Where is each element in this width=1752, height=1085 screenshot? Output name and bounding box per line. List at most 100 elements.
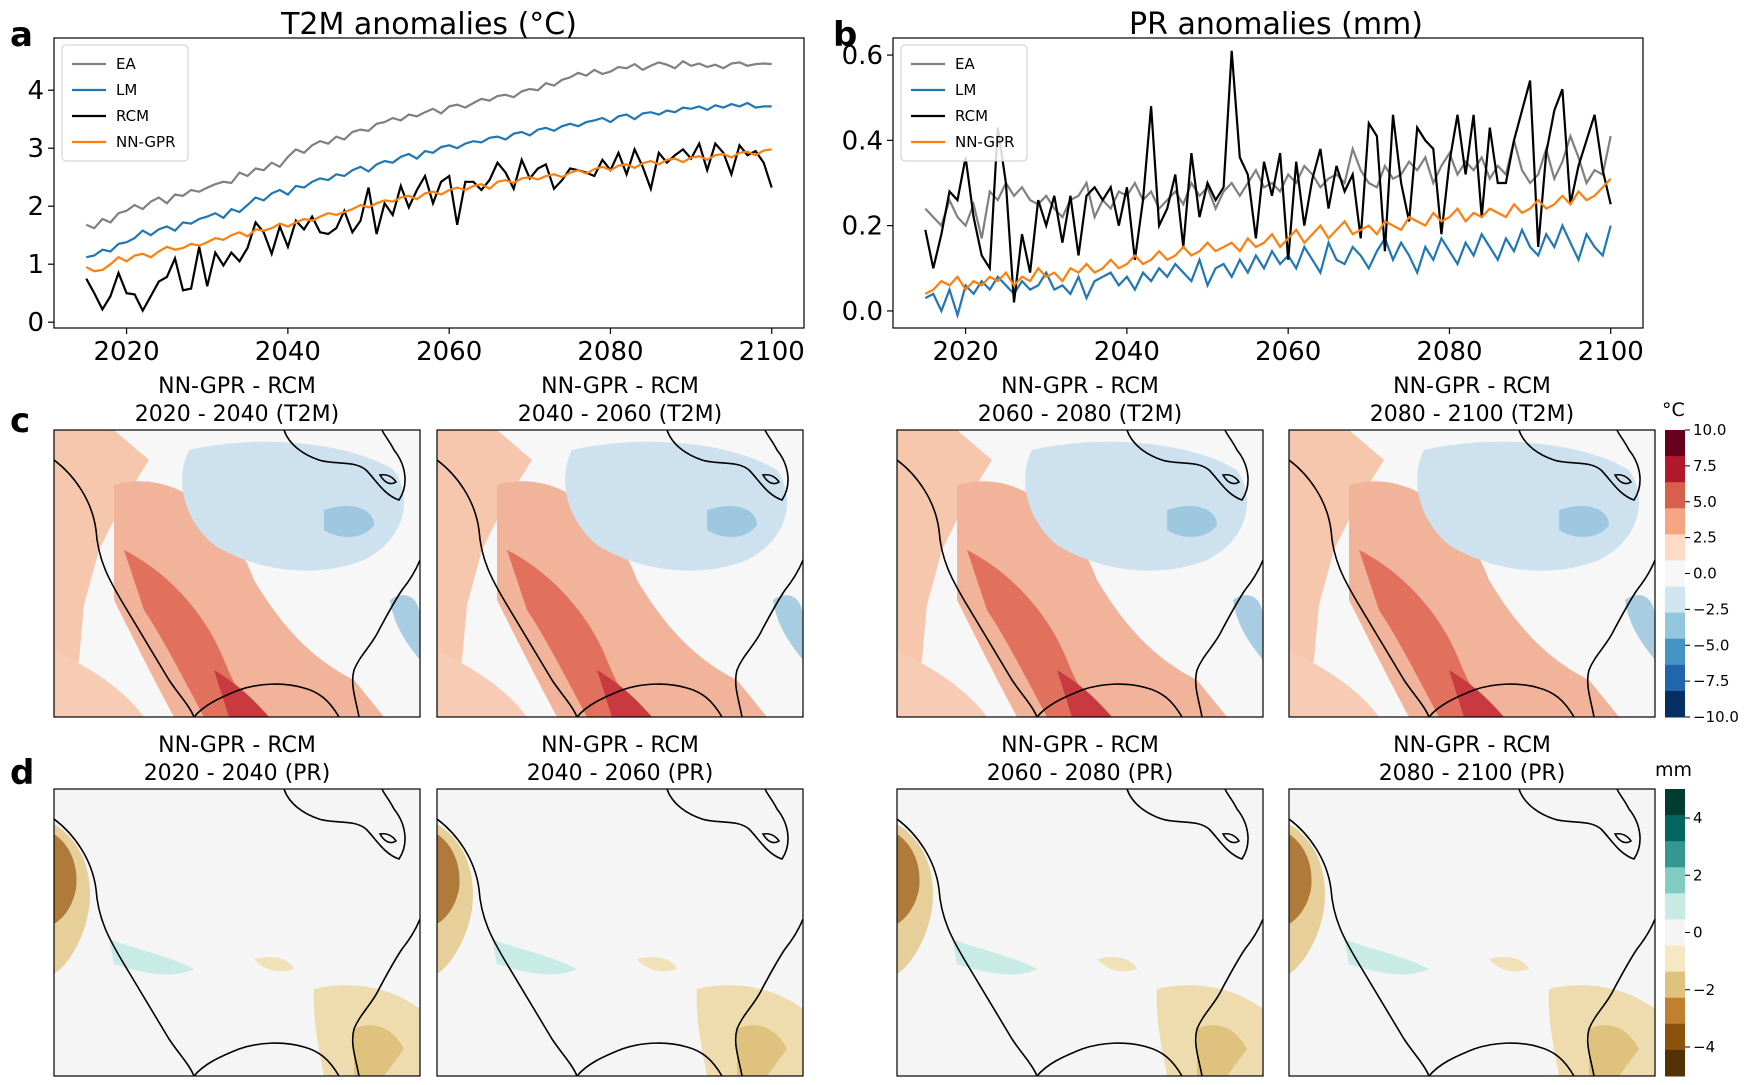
legend-box	[900, 44, 1028, 162]
colorbar-tick-label: 0.0	[1693, 565, 1717, 583]
colorbar-swatch	[1665, 560, 1685, 588]
colorbar-tick-label: −5.0	[1693, 636, 1729, 654]
series-line-lm	[924, 222, 1612, 320]
y-tick-label: 0	[27, 308, 44, 338]
panel-label-b: b	[833, 15, 857, 55]
map-title-line2: 2040 - 2060 (T2M)	[518, 402, 722, 427]
map-title-line1: NN-GPR - RCM	[158, 733, 316, 758]
x-tick-label: 2020	[932, 337, 998, 367]
x-tick-label: 2100	[1578, 337, 1644, 367]
y-tick-label: 2	[27, 192, 44, 222]
x-tick-label: 2100	[739, 337, 805, 367]
colorbar-tick-label: 7.5	[1693, 457, 1717, 475]
map-title-line2: 2040 - 2060 (PR)	[527, 761, 714, 786]
y-tick-label: 0.4	[842, 126, 883, 156]
y-tick-label: 0.0	[842, 297, 883, 327]
map-title-line2: 2020 - 2040 (T2M)	[135, 402, 339, 427]
legend-box	[61, 44, 189, 162]
series-line-nn-gpr	[85, 148, 772, 273]
panel-label-c: c	[10, 401, 30, 441]
map-title-line1: NN-GPR - RCM	[1393, 374, 1551, 399]
colorbar-tick-label: 2	[1693, 866, 1703, 884]
colorbar-swatch	[1665, 997, 1685, 1025]
colorbar-swatch	[1665, 482, 1685, 509]
colorbar-swatch	[1665, 789, 1685, 816]
legend-label-ea: EA	[955, 55, 975, 73]
series-line-lm	[86, 101, 772, 259]
map-title-line2: 2060 - 2080 (PR)	[987, 761, 1174, 786]
colorbar-tick-label: −2	[1693, 981, 1715, 999]
chart-pr-anomalies: b PR anomalies (mm) 2020 2040 2060 2080 2100…	[833, 7, 1644, 367]
colorbar-swatch	[1665, 971, 1685, 999]
chart-b-title: PR anomalies (mm)	[1129, 7, 1423, 42]
colorbar-tick-label: −10.0	[1693, 708, 1739, 726]
legend-label-nn-gpr: NN-GPR	[116, 133, 176, 151]
map-title-line1: NN-GPR - RCM	[1393, 733, 1551, 758]
colorbar-tick-label: 5.0	[1693, 493, 1717, 511]
colorbar-swatch	[1665, 1049, 1685, 1077]
x-tick-label: 2040	[255, 337, 321, 367]
x-tick-label: 2080	[1416, 337, 1482, 367]
colorbar-swatch	[1665, 815, 1685, 842]
map-pr-2080-2100: NN-GPR - RCM 2080 - 2100 (PR)	[1288, 733, 1656, 1077]
chart-a-frame	[53, 37, 805, 329]
series-line-rcm	[924, 50, 1612, 303]
map-title-line2: 2060 - 2080 (T2M)	[978, 402, 1182, 427]
y-tick-label: 3	[27, 134, 44, 164]
colorbar-swatch	[1665, 534, 1685, 561]
map-pr-2020-2040: NN-GPR - RCM 2020 - 2040 (PR)	[53, 733, 421, 1077]
map-pr-2040-2060: NN-GPR - RCM 2040 - 2060 (PR)	[436, 733, 804, 1077]
legend-label-lm: LM	[955, 81, 976, 99]
map-title-line1: NN-GPR - RCM	[1001, 733, 1159, 758]
chart-a-title: T2M anomalies (°C)	[280, 7, 577, 42]
colorbar-swatch	[1665, 456, 1685, 483]
colorbar-pr: mm 4 2 0 −2 −4	[1655, 759, 1715, 1077]
legend-label-nn-gpr: NN-GPR	[955, 133, 1015, 151]
x-tick-label: 2060	[416, 337, 482, 367]
panel-label-a: a	[10, 15, 33, 55]
x-tick-label: 2060	[1255, 337, 1321, 367]
series-line-rcm	[85, 140, 773, 313]
x-tick-label: 2020	[93, 337, 159, 367]
series-line-ea	[85, 59, 772, 230]
panel-label-d: d	[10, 753, 34, 793]
colorbar-swatch	[1665, 919, 1685, 947]
map-t2m-2060-2080: NN-GPR - RCM 2060 - 2080 (T2M)	[896, 374, 1264, 718]
colorbar-swatch	[1665, 945, 1685, 973]
colorbar-t2m-unit: °C	[1662, 399, 1685, 421]
series-line-ea	[924, 132, 1612, 239]
colorbar-swatch	[1665, 867, 1685, 894]
legend-label-lm: LM	[116, 81, 137, 99]
colorbar-swatch	[1665, 664, 1685, 692]
colorbar-swatch	[1665, 508, 1685, 535]
colorbar-tick-label: −4	[1693, 1038, 1715, 1056]
chart-t2m-anomalies: a T2M anomalies (°C) 2020 2040 2060 2080 210…	[10, 7, 805, 367]
colorbar-tick-label: −7.5	[1693, 672, 1729, 690]
colorbar-pr-unit: mm	[1655, 759, 1692, 781]
colorbar-swatch	[1665, 1023, 1685, 1051]
y-tick-label: 1	[27, 250, 44, 280]
colorbar-swatch	[1665, 841, 1685, 868]
colorbar-swatch	[1665, 586, 1685, 614]
map-title-line1: NN-GPR - RCM	[541, 374, 699, 399]
legend-label-ea: EA	[116, 55, 136, 73]
x-tick-label: 2080	[577, 337, 643, 367]
colorbar-tick-label: 4	[1693, 809, 1703, 827]
colorbar-swatch	[1665, 893, 1685, 920]
colorbar-swatch	[1665, 690, 1685, 718]
map-title-line1: NN-GPR - RCM	[1001, 374, 1159, 399]
colorbar-tick-label: −2.5	[1693, 600, 1729, 618]
colorbar-t2m: °C 10.0 7.5 5.0 2.5 0.0 −2.5 −5.0 −7.5 −10.0	[1662, 399, 1739, 726]
map-t2m-2040-2060: NN-GPR - RCM 2040 - 2060 (T2M)	[436, 374, 804, 718]
colorbar-tick-label: 2.5	[1693, 529, 1717, 547]
colorbar-swatch	[1665, 612, 1685, 640]
colorbar-tick-label: 0	[1693, 924, 1703, 942]
y-tick-label: 0.6	[842, 41, 883, 71]
y-tick-label: 4	[27, 76, 44, 106]
map-t2m-2020-2040: NN-GPR - RCM 2020 - 2040 (T2M)	[53, 374, 421, 718]
series-line-nn-gpr	[924, 177, 1612, 295]
y-tick-label: 0.2	[842, 212, 883, 242]
chart-b-frame	[892, 37, 1644, 329]
colorbar-swatch	[1665, 430, 1685, 457]
map-title-line2: 2020 - 2040 (PR)	[144, 761, 331, 786]
